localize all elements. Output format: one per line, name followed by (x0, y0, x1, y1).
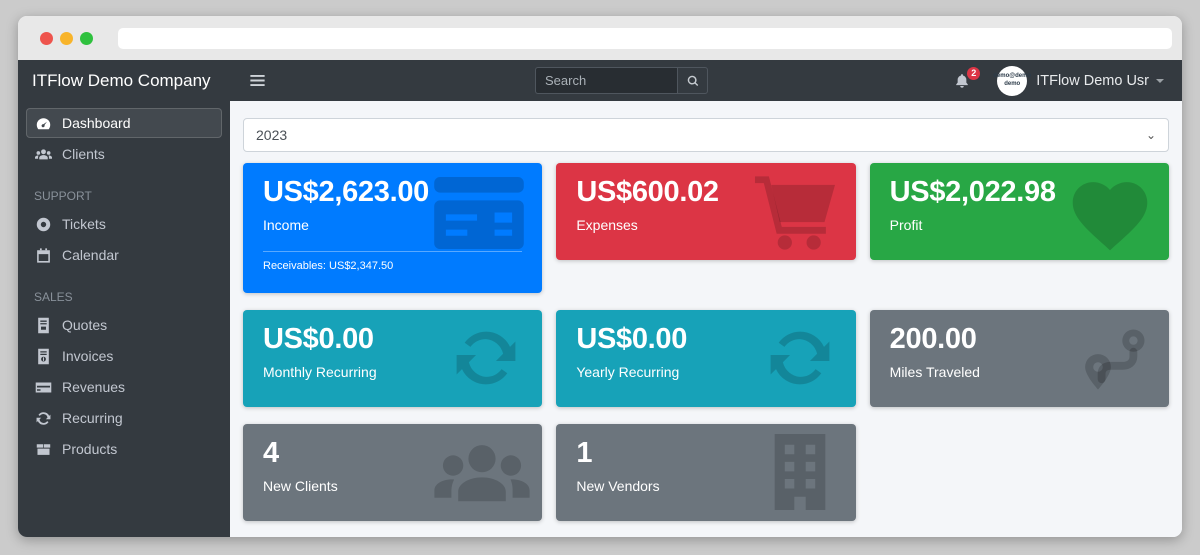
dashboard-icon (35, 115, 52, 132)
address-bar[interactable] (118, 27, 1172, 49)
company-brand: ITFlow Demo Company (32, 70, 211, 90)
stat-card-new-vendors[interactable]: 1 New Vendors (556, 424, 856, 521)
avatar[interactable]: demo@demo demo (993, 65, 1031, 96)
window-close-button[interactable] (40, 31, 53, 45)
stat-value: US$2,623.00 (263, 176, 429, 208)
stat-card-new-clients[interactable]: 4 New Clients (243, 424, 543, 521)
sidebar-item-clients[interactable]: Clients (26, 139, 222, 169)
stat-label: New Clients (263, 477, 338, 494)
route-icon (1079, 322, 1153, 394)
notification-badge: 2 (967, 66, 981, 80)
users-group-icon (434, 440, 530, 508)
stat-footer: Receivables: US$2,347.50 (263, 250, 523, 272)
sidebar-section-sales: SALES (34, 290, 73, 304)
stat-card-yearly-recurring[interactable]: US$0.00 Yearly Recurring (556, 310, 856, 407)
calendar-icon (35, 247, 52, 264)
sidebar-item-recurring[interactable]: Recurring (26, 403, 222, 433)
search-form (535, 67, 708, 94)
stat-label: Yearly Recurring (576, 363, 680, 380)
sync-icon (448, 322, 524, 394)
life-ring-icon (35, 216, 52, 233)
dashboard-content: 2023 ⌄ US$2,623.00 Income Receivables: U… (230, 101, 1182, 537)
search-icon (687, 75, 698, 86)
sidebar-item-label: Clients (62, 146, 105, 162)
heart-icon (1065, 171, 1155, 253)
sidebar-item-products[interactable]: Products (26, 434, 222, 464)
sync-icon (35, 410, 52, 427)
stat-value: 200.00 (889, 323, 977, 355)
stat-value: US$2,022.98 (889, 176, 1056, 208)
sync-icon (762, 322, 838, 394)
stat-label: Monthly Recurring (263, 363, 377, 380)
money-check-icon (35, 379, 52, 396)
year-select-value: 2023 (256, 127, 288, 143)
search-button[interactable] (677, 67, 708, 94)
building-icon (768, 434, 832, 510)
credit-card-icon (432, 177, 526, 251)
sidebar-item-dashboard[interactable]: Dashboard (26, 108, 222, 138)
window-zoom-button[interactable] (80, 31, 93, 45)
sidebar: ITFlow Demo Company Dashboard Clients SU… (18, 60, 230, 537)
stat-value: US$600.02 (576, 176, 719, 208)
stat-value: 1 (576, 437, 593, 469)
stat-label: Profit (889, 216, 923, 233)
stat-label: Income (263, 216, 309, 233)
stat-label: Expenses (576, 216, 638, 233)
stat-value: US$0.00 (576, 323, 688, 355)
sidebar-item-label: Quotes (62, 317, 108, 333)
sidebar-item-label: Tickets (62, 216, 106, 232)
sidebar-item-label: Calendar (62, 247, 119, 263)
sidebar-item-calendar[interactable]: Calendar (26, 240, 222, 270)
browser-chrome (18, 16, 1182, 60)
year-select[interactable]: 2023 ⌄ (243, 118, 1169, 152)
box-icon (35, 441, 52, 458)
stat-value: 4 (263, 437, 279, 469)
caret-down-icon (1156, 78, 1164, 83)
search-input[interactable] (535, 67, 677, 94)
stat-label: New Vendors (576, 477, 660, 494)
browser-window: ITFlow Demo Company Dashboard Clients SU… (18, 16, 1182, 537)
sidebar-item-quotes[interactable]: Quotes (26, 310, 222, 340)
sidebar-item-label: Dashboard (62, 115, 131, 131)
notifications-button[interactable]: 2 (953, 66, 981, 90)
sidebar-item-label: Revenues (62, 379, 126, 395)
sidebar-item-revenues[interactable]: Revenues (26, 372, 222, 402)
users-icon (35, 146, 52, 163)
sidebar-item-label: Invoices (62, 348, 114, 364)
bell-icon (956, 73, 968, 88)
shopping-cart-icon (754, 173, 836, 251)
sidebar-section-support: SUPPORT (34, 189, 92, 203)
stat-card-monthly-recurring[interactable]: US$0.00 Monthly Recurring (243, 310, 543, 407)
sidebar-item-tickets[interactable]: Tickets (26, 209, 222, 239)
sidebar-item-label: Recurring (62, 410, 123, 426)
top-navbar: 2 demo@demo demo ITFlow Demo Usr (230, 60, 1182, 101)
file-invoice-icon (35, 317, 52, 334)
file-invoice-dollar-icon (35, 348, 52, 365)
stat-card-income[interactable]: US$2,623.00 Income Receivables: US$2,347… (243, 163, 543, 293)
sidebar-item-invoices[interactable]: Invoices (26, 341, 222, 371)
bars-icon (250, 74, 265, 87)
chevron-down-icon: ⌄ (1145, 128, 1156, 142)
stat-label: Miles Traveled (889, 363, 980, 380)
stat-card-profit[interactable]: US$2,022.98 Profit (869, 163, 1169, 260)
stat-value: US$0.00 (263, 323, 374, 355)
menu-toggle-button[interactable] (248, 71, 267, 90)
stat-card-miles-traveled[interactable]: 200.00 Miles Traveled (869, 310, 1169, 407)
stat-card-expenses[interactable]: US$600.02 Expenses (556, 163, 856, 260)
user-menu[interactable]: ITFlow Demo Usr (1036, 73, 1164, 89)
sidebar-item-label: Products (62, 441, 118, 457)
window-minimize-button[interactable] (60, 31, 73, 45)
